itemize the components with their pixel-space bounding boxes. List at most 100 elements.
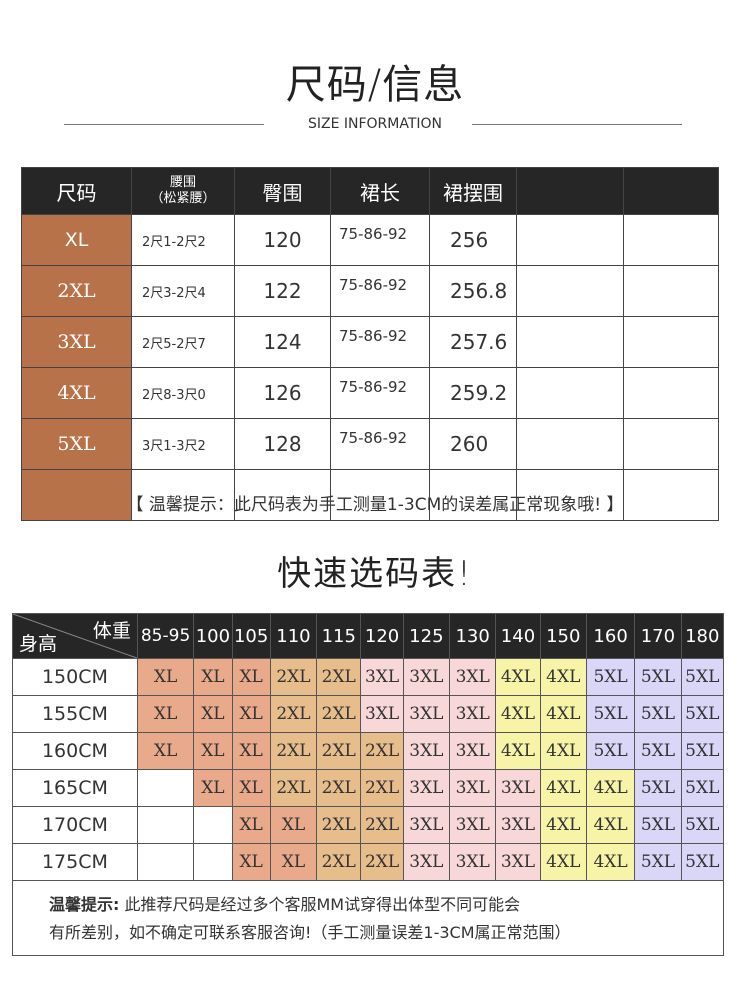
header-size: 尺码 [21,167,132,215]
length-cell: 75-86-92 [330,316,430,368]
waist-cell: 3尺1-3尺2 [131,418,235,470]
blank-cell [516,214,624,266]
hip-cell: 122 [234,265,331,317]
size-recommendation-cell: XL [193,695,233,733]
size-recommendation-cell: XL [231,658,271,696]
size-recommendation-cell: 4XL [585,769,636,807]
size-recommendation-cell: 3XL [402,695,451,733]
size-recommendation-cell: 5XL [634,769,682,807]
size-recommendation-cell: 2XL [316,769,362,807]
weight-header: 105 [231,613,271,659]
quick-selection-title: 快速选码表! [277,554,473,594]
size-cell [21,469,132,521]
size-recommendation-cell: XL [136,695,195,733]
size-recommendation-cell: XL [193,658,233,696]
weight-header: 140 [495,613,541,659]
header-hip: 臀围 [234,167,331,215]
size-recommendation-cell: 3XL [402,843,451,881]
blank-cell [516,265,624,317]
diagonal-line [13,614,137,658]
size-recommendation-cell: 3XL [495,843,541,881]
size-recommendation-cell: XL [231,806,271,844]
tip-label: 温馨提示: [49,895,120,914]
size-recommendation-cell: XL [269,843,318,881]
size-recommendation-cell: 4XL [585,806,636,844]
size-row: XL 2尺1-2尺2 120 75-86-92 256 [21,214,719,266]
size-table-header: 尺码 腰围 （松紧腰） 臀围 裙长 裙摆围 [21,167,719,215]
size-recommendation-cell: 4XL [539,695,587,733]
size-recommendation-cell: XL [231,695,271,733]
size-recommendation-cell: 2XL [360,806,404,844]
hip-cell: 120 [234,214,331,266]
hem-cell [429,469,517,521]
hem-cell: 259.2 [429,367,517,419]
divider-right [472,124,682,125]
header-hem: 裙摆围 [429,167,517,215]
height-row: 175CM XL XL 2XL 2XL 3XL 3XL 3XL 4XL 4XL 5XL 5XL [12,843,725,881]
size-recommendation-cell: 5XL [634,806,682,844]
header-length: 裙长 [330,167,430,215]
weight-header: 130 [449,613,497,659]
weight-header: 180 [680,613,725,659]
size-cell: 5XL [21,418,132,470]
height-label: 165CM [12,769,138,807]
weight-header: 85-95 [136,613,195,659]
height-row: 155CM XL XL XL 2XL 2XL 3XL 3XL 3XL 4XL 4XL 5XL 5XL 5X… [12,695,725,733]
blank-cell [516,418,624,470]
size-recommendation-cell: XL [231,732,271,770]
size-recommendation-cell: XL [193,769,233,807]
size-recommendation-cell: 2XL [269,695,318,733]
size-recommendation-cell: 5XL [680,843,725,881]
blank-cell [623,316,719,368]
size-recommendation-cell: 4XL [495,658,541,696]
weight-header: 115 [316,613,362,659]
weight-header: 170 [634,613,682,659]
size-recommendation-cell: 5XL [634,658,682,696]
size-recommendation-cell: 2XL [316,695,362,733]
size-recommendation-cell: 3XL [449,806,497,844]
size-recommendation-cell: 3XL [402,732,451,770]
size-recommendation-cell: 4XL [495,695,541,733]
size-recommendation-cell [136,806,195,844]
height-label: 155CM [12,695,138,733]
weight-header: 120 [360,613,404,659]
length-cell: 75-86-92 [330,367,430,419]
size-table: 尺码 腰围 （松紧腰） 臀围 裙长 裙摆围 XL 2尺1-2尺2 120 75-86-… [21,167,719,521]
size-recommendation-cell: 3XL [360,695,404,733]
height-label: 160CM [12,732,138,770]
blank-cell [623,265,719,317]
length-cell: 75-86-92 [330,214,430,266]
tip-cell: 温馨提示: 此推荐尺码是经过多个客服MM试穿得出体型不同可能会 有所差别，如不确定… [12,880,724,956]
size-recommendation-cell: 3XL [402,658,451,696]
weight-header: 125 [402,613,451,659]
size-recommendation-cell: 5XL [680,695,725,733]
size-recommendation-cell [193,843,233,881]
size-recommendation-cell: 4XL [539,843,587,881]
corner-weight-label: 体重 [92,620,131,642]
page-subtitle: SIZE INFORMATION [0,116,750,132]
size-row: 4XL 2尺8-3尺0 126 75-86-92 259.2 [21,367,719,419]
size-recommendation-cell: 5XL [680,658,725,696]
size-recommendation-cell: 5XL [634,843,682,881]
quick-size-table: 体重 身高 85-95 100 105 110 115 120 125 130 140 150 16… [12,613,725,956]
size-recommendation-cell: XL [136,732,195,770]
hip-cell: 128 [234,418,331,470]
blank-cell [623,469,719,521]
page-title: 尺码/信息 [285,62,465,108]
size-recommendation-cell: XL [136,658,195,696]
size-recommendation-cell: 2XL [316,843,362,881]
blank-cell [623,367,719,419]
blank-cell [623,418,719,470]
size-recommendation-cell: XL [231,769,271,807]
size-recommendation-cell [136,843,195,881]
blank-cell [516,316,624,368]
height-row: 160CM XL XL XL 2XL 2XL 2XL 3XL 3XL 4XL 4XL 5XL 5XL 5X… [12,732,725,770]
size-recommendation-cell: 4XL [539,658,587,696]
hem-cell: 257.6 [429,316,517,368]
size-recommendation-cell: 4XL [539,806,587,844]
measurement-note: 【 温馨提示：此尺码表为手工测量1-3CM的误差属正常现象哦! 】 [126,495,624,515]
size-recommendation-cell: 4XL [539,769,587,807]
weight-header: 160 [585,613,636,659]
corner-cell: 体重 身高 [12,613,138,659]
size-recommendation-cell: XL [193,732,233,770]
